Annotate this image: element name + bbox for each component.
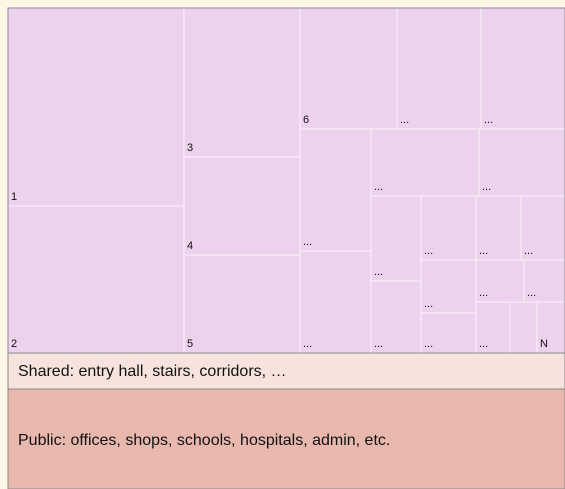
unit-label: ... (374, 181, 383, 193)
shared-label: Shared: entry hall, stairs, corridors, … (18, 363, 287, 380)
unit-cell (183, 156, 301, 256)
unit-cell (299, 250, 372, 354)
unit-cell (299, 128, 372, 252)
unit-label: ... (479, 245, 488, 257)
unit-cell (299, 7, 398, 130)
unit-label: N (540, 338, 548, 350)
unit-label: ... (303, 338, 312, 350)
unit-label: 1 (11, 191, 17, 203)
public-label: Public: offices, shops, schools, hospita… (18, 432, 390, 449)
unit-label: ... (400, 114, 409, 126)
public-band (7, 388, 565, 489)
unit-cell (480, 7, 565, 130)
unit-label: ... (484, 114, 493, 126)
unit-cell (370, 195, 422, 282)
unit-label: 3 (187, 142, 193, 154)
unit-cell (7, 205, 185, 354)
unit-label: ... (479, 338, 488, 350)
unit-label: ... (524, 245, 533, 257)
unit-label: ... (424, 245, 433, 257)
shared-band (7, 352, 565, 390)
unit-cell (509, 301, 538, 354)
private-units: 1 2 3 4 5 6..................................… (7, 7, 565, 354)
outline (7, 7, 565, 489)
unit-cell (520, 195, 565, 261)
unit-cell (370, 128, 480, 197)
unit-label: ... (527, 287, 536, 299)
unit-label: ... (482, 181, 491, 193)
unit-label: ... (374, 338, 383, 350)
unit-label: ... (424, 298, 433, 310)
unit-cell (396, 7, 482, 130)
unit-label: 2 (11, 338, 17, 350)
unit-cell (183, 254, 301, 354)
unit-cell (7, 7, 185, 207)
unit-label: ... (479, 287, 488, 299)
unit-cell (183, 7, 301, 158)
unit-label: ... (424, 338, 433, 350)
unit-label: 4 (187, 240, 193, 252)
unit-cell (478, 128, 565, 197)
unit-label: 6 (303, 114, 309, 126)
unit-label: 5 (187, 338, 193, 350)
unit-cell (536, 301, 565, 354)
unit-cell (475, 301, 511, 354)
unit-cell (370, 280, 422, 354)
unit-label: ... (374, 266, 383, 278)
unit-label: ... (303, 236, 312, 248)
unit-cell (523, 259, 565, 303)
